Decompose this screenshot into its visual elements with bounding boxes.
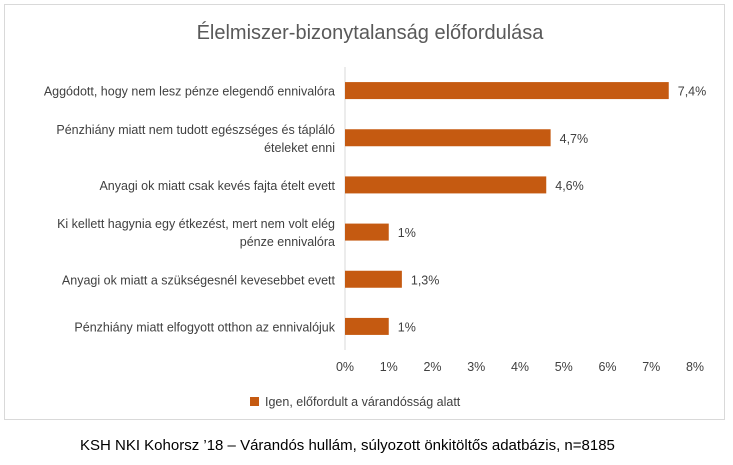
category-label: pénze ennivalóra	[240, 235, 335, 249]
category-label: Pénzhiány miatt elfogyott otthon az enni…	[74, 320, 335, 334]
category-label: Anyagi ok miatt csak kevés fajta ételt e…	[99, 179, 335, 193]
bar	[345, 82, 669, 100]
category-label: ételeket enni	[264, 141, 335, 155]
legend-entry: Igen, előfordult a várandósság alatt	[265, 395, 461, 409]
bar	[345, 176, 547, 194]
category-label: Pénzhiány miatt nem tudott egészséges és…	[56, 123, 335, 137]
data-label: 1%	[398, 320, 416, 334]
x-tick-label: 7%	[642, 360, 660, 374]
x-tick-label: 5%	[555, 360, 573, 374]
legend-swatch	[250, 397, 259, 406]
bar	[345, 270, 402, 288]
x-tick-label: 1%	[380, 360, 398, 374]
category-label: Ki kellett hagynia egy étkezést, mert ne…	[57, 217, 335, 231]
x-tick-label: 3%	[467, 360, 485, 374]
x-tick-label: 6%	[598, 360, 616, 374]
data-label: 7,4%	[678, 85, 707, 99]
data-label: 1,3%	[411, 273, 440, 287]
bar	[345, 223, 389, 241]
source-note: KSH NKI Kohorsz ’18 – Várandós hullám, s…	[80, 437, 615, 454]
bar	[345, 129, 551, 147]
chart-svg: Élelmiszer-bizonytalanság előfordulása Ag…	[44, 21, 707, 409]
x-tick-label: 0%	[336, 360, 354, 374]
chart-title: Élelmiszer-bizonytalanság előfordulása	[197, 21, 545, 44]
data-label: 4,7%	[560, 132, 589, 146]
data-label: 4,6%	[555, 179, 584, 193]
x-tick-label: 8%	[686, 360, 704, 374]
data-label: 1%	[398, 226, 416, 240]
category-label: Aggódott, hogy nem lesz pénze elegendő e…	[44, 85, 335, 99]
x-tick-label: 2%	[423, 360, 441, 374]
category-label: Anyagi ok miatt a szükségesnél kevesebbe…	[62, 273, 336, 287]
chart-frame: Élelmiszer-bizonytalanság előfordulása Ag…	[4, 4, 725, 420]
bar	[345, 317, 389, 335]
x-tick-label: 4%	[511, 360, 529, 374]
